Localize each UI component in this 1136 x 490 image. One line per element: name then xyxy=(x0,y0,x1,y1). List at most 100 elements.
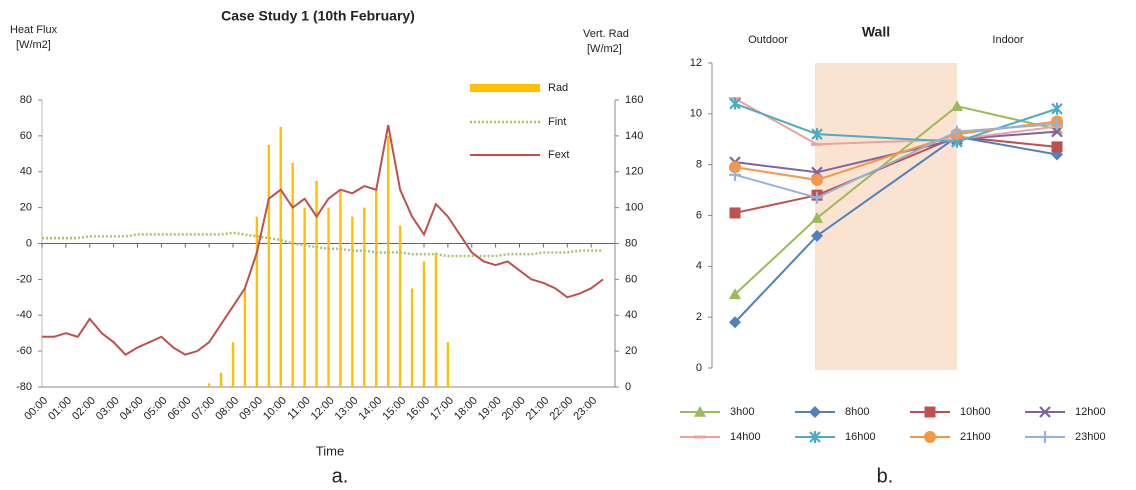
series-line xyxy=(42,124,604,356)
legend-label: 23h00 xyxy=(1075,431,1106,443)
bar xyxy=(351,216,354,387)
legend-label: 10h00 xyxy=(960,406,991,418)
legend-label: 12h00 xyxy=(1075,406,1106,418)
y-tick-label: 6 xyxy=(696,209,702,221)
legend-label: Fext xyxy=(548,149,569,161)
y-tick-label: -20 xyxy=(16,273,32,285)
series-line xyxy=(734,123,1058,199)
legend-swatch xyxy=(470,84,540,92)
legend-marker xyxy=(1039,431,1051,443)
bar xyxy=(291,162,294,387)
x-tick-label: 05:00 xyxy=(142,395,170,423)
region-label: Outdoor xyxy=(748,34,788,46)
x-tick-label: 13:00 xyxy=(333,395,361,423)
x-tick-label: 03:00 xyxy=(94,395,122,423)
marker xyxy=(811,191,823,204)
caption: b. xyxy=(877,465,894,487)
x-tick-label: 04:00 xyxy=(118,395,146,423)
x-tick-label: 21:00 xyxy=(524,395,552,423)
marker xyxy=(811,128,823,141)
legend-label: 21h00 xyxy=(960,431,991,443)
y-tick-label: 60 xyxy=(20,130,32,142)
bar xyxy=(363,207,366,387)
marker xyxy=(1051,118,1063,130)
y2-tick-label: 60 xyxy=(625,273,637,285)
y-tick-label: -80 xyxy=(16,381,32,393)
x-tick-label: 09:00 xyxy=(237,395,265,423)
x-tick-label: 22:00 xyxy=(547,395,575,423)
legend-marker xyxy=(694,406,706,417)
x-tick-label: 23:00 xyxy=(571,395,599,423)
legend-marker xyxy=(1039,406,1051,418)
region-label: Indoor xyxy=(992,34,1024,46)
y-tick-label: 0 xyxy=(696,362,702,374)
y2-tick-label: 140 xyxy=(625,130,643,142)
bar xyxy=(303,207,306,387)
y-tick-label: -40 xyxy=(16,309,32,321)
wall-region xyxy=(815,63,957,370)
x-tick-label: 18:00 xyxy=(452,395,480,423)
series-line xyxy=(734,135,1058,214)
bar xyxy=(243,288,247,387)
y2-axis-title: Vert. Rad xyxy=(583,28,629,40)
x-tick-label: 11:00 xyxy=(285,395,312,422)
marker xyxy=(1051,141,1063,153)
y2-tick-label: 160 xyxy=(625,94,643,106)
bar xyxy=(267,144,271,387)
series-line xyxy=(734,102,1058,143)
legend-label: 8h00 xyxy=(845,406,869,418)
bar xyxy=(315,180,318,387)
bar xyxy=(446,342,450,387)
legend-marker xyxy=(809,406,821,418)
y-tick-label: 12 xyxy=(690,57,702,69)
bar xyxy=(339,189,342,387)
region-label: Wall xyxy=(862,24,890,40)
series-line xyxy=(734,130,1058,174)
marker xyxy=(1051,102,1063,115)
marker xyxy=(811,212,823,223)
marker xyxy=(729,168,741,181)
y-tick-label: 2 xyxy=(696,311,702,323)
bar xyxy=(398,225,402,387)
x-tick-label: 08:00 xyxy=(213,395,241,423)
marker xyxy=(1051,125,1063,138)
marker xyxy=(729,97,741,110)
legend-label: 16h00 xyxy=(845,431,876,443)
marker xyxy=(951,125,963,138)
marker xyxy=(951,100,963,112)
y2-axis-title: [W/m2] xyxy=(587,43,622,55)
bar xyxy=(422,261,426,387)
series-line xyxy=(42,231,604,258)
x-tick-label: 10:00 xyxy=(261,395,289,423)
x-tick-label: 16:00 xyxy=(404,395,432,423)
series-line xyxy=(734,135,1058,323)
y-tick-label: 20 xyxy=(20,202,32,214)
legend-label: Fint xyxy=(548,116,566,128)
marker xyxy=(729,207,741,219)
legend-label: Rad xyxy=(548,82,568,94)
legend-label: 14h00 xyxy=(730,431,761,443)
x-axis-title: Time xyxy=(316,443,344,458)
marker xyxy=(811,173,823,186)
x-tick-label: 02:00 xyxy=(70,395,98,423)
y2-tick-label: 20 xyxy=(625,345,637,357)
y-tick-label: 10 xyxy=(690,108,702,120)
y2-tick-label: 80 xyxy=(625,237,637,249)
bar xyxy=(219,372,223,387)
x-tick-label: 15:00 xyxy=(380,395,408,423)
bar xyxy=(386,135,390,387)
chart-title: Case Study 1 (10th February) xyxy=(221,8,415,24)
y2-tick-label: 120 xyxy=(625,166,643,178)
y-tick-label: 0 xyxy=(26,237,32,249)
y-axis-title: [W/m2] xyxy=(16,39,51,51)
x-tick-label: 20:00 xyxy=(500,395,528,423)
x-tick-label: 19:00 xyxy=(476,395,504,423)
legend-label: 3h00 xyxy=(730,406,754,418)
bar xyxy=(207,383,211,387)
y-axis-title: Heat Flux xyxy=(10,24,58,36)
x-tick-label: 14:00 xyxy=(356,395,384,423)
legend-marker xyxy=(924,431,936,443)
caption: a. xyxy=(332,465,349,487)
